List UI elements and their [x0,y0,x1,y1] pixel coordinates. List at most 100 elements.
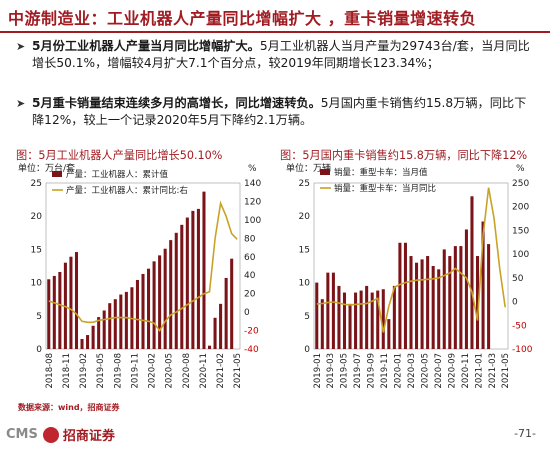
bar [392,285,396,349]
bar [475,256,480,349]
right-tick-label: 80 [244,234,256,244]
left-tick-label: 5 [36,312,42,322]
bar [207,345,212,349]
left-unit-label: 单位：万辆 [286,162,331,174]
right-tick-label: -20 [244,327,259,337]
legend-bar-label: 产量：工业机器人：累计值 [66,169,169,180]
right-tick-label: 50 [512,274,524,284]
logo-cn: 招商证券 [62,429,115,444]
x-tick-label: 2019-11 [380,353,390,389]
bar [365,285,369,349]
x-tick-label: 2019-08 [113,353,123,389]
bullet-truck-text: 5月国内重卡销售约15.8万辆，同比下降12%，较上一个记录2020年5月下降约… [32,96,527,127]
bar [169,240,173,349]
bar [86,335,90,349]
bar [113,299,117,349]
chart2-title: 图：5月国内重卡销售约15.8万辆，同比下降12% [280,149,528,162]
x-tick-label: 2019-11 [130,353,140,389]
left-tick-label: 25 [299,179,310,189]
bar [354,292,358,349]
bar [152,261,156,349]
x-tick-label: 2020-11 [199,353,209,389]
bar [174,232,178,349]
right-tick-label: -100 [512,345,533,355]
right-tick-label: 20 [244,290,256,300]
bar [459,246,463,349]
bar [481,221,485,349]
x-tick-label: 2020-01 [394,353,404,389]
x-tick-label: 2020-11 [461,353,471,389]
company-logo: CMS 招商证券 [6,425,115,444]
x-tick-label: 2020-02 [148,353,158,389]
bar [342,292,347,349]
right-unit-label: % [516,164,525,174]
right-tick-label: 0 [512,298,518,308]
bar [398,242,402,349]
x-tick-label: 2020-05 [420,353,430,389]
logo-seal-icon [42,426,59,443]
bar [415,262,419,349]
x-tick-label: 2021-02 [216,353,226,389]
line-series [48,200,238,333]
right-tick-label: -40 [244,345,259,355]
x-tick-label: 2020-03 [407,353,417,389]
right-tick-label: 100 [244,216,261,226]
chart1-title: 图：5月工业机器人产量同比增长50.10% [16,149,223,162]
bar [348,303,352,349]
bar [331,272,335,349]
x-tick-label: 2019-07 [353,353,363,389]
x-tick-label: 2019-05 [340,353,350,389]
x-tick-label: 2019-05 [96,353,106,389]
page-title: 中游制造业：工业机器人产量同比增幅扩大 ，重卡销量增速转负 [8,9,477,28]
bar [442,249,446,349]
bar [213,317,217,349]
page-number: -71- [514,427,536,440]
legend-line-label: 销量：重型卡车：当月同比 [334,183,436,194]
legend-bar-label: 销量：重型卡车：当月值 [334,167,428,178]
x-tick-label: 2020-07 [434,353,444,389]
bar [185,217,189,349]
bullet-arrow-icon: ➤ [16,97,26,110]
bar [337,285,341,349]
bar [80,339,84,349]
left-tick-label: 25 [31,179,42,189]
robot-output-chart: 单位：万台/套 %0510152025-40-200204060801001201… [18,162,261,389]
right-unit-label: % [248,164,257,174]
bar [420,259,424,349]
bar [230,258,234,349]
x-tick-label: 2019-02 [79,353,89,389]
x-tick-label: 2021-05 [233,353,243,389]
right-tick-label: 60 [244,253,256,263]
bar [58,271,62,349]
bar [387,319,391,349]
bar [409,256,413,349]
bar [74,252,79,349]
bar [359,290,363,349]
x-tick-label: 2018-11 [62,353,72,389]
bullet-arrow-icon: ➤ [16,40,26,53]
legend-bar-swatch [52,171,62,177]
logo-latin: CMS [6,427,38,442]
right-tick-label: 140 [244,179,261,189]
bullet-robot-text: 5月工业机器人当月产量为29743台/套，当月同比增长50.1%，增幅较4月扩大… [32,39,530,70]
left-tick-label: 10 [299,279,311,289]
bar [403,242,407,349]
bullet-truck-lead: 5月重卡销量结束连续多月的高增长，同比增速转负。 [32,96,321,110]
line-series [316,187,506,333]
bar [219,303,223,349]
right-tick-label: 250 [512,179,529,189]
x-tick-label: 2021-05 [501,353,511,389]
bar [97,317,101,349]
legend-line-label: 产量：工业机器人：累计同比:右 [66,185,188,196]
data-source: 数据来源：wind，招商证券 [18,403,120,412]
bar [102,310,106,349]
bar [147,268,151,349]
bar [320,299,324,349]
legend-bar-swatch [320,169,330,175]
bar [52,275,56,349]
left-tick-label: 20 [31,212,43,222]
bar [453,246,457,349]
right-tick-label: 150 [512,226,529,236]
bar [464,229,468,349]
bar [326,272,330,349]
